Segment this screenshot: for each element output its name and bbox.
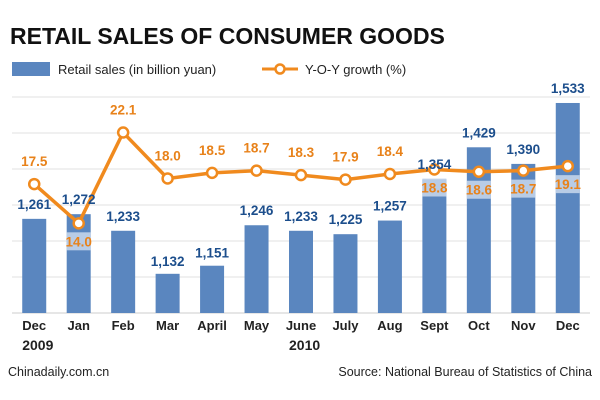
bar-3 [155, 273, 180, 313]
growth-value-label-7: 17.9 [332, 150, 358, 165]
x-tick-label-0: Dec [22, 318, 46, 333]
bar-value-label-8: 1,257 [373, 199, 407, 214]
x-tick-label-6: June [286, 318, 316, 333]
x-tick-label-5: May [244, 318, 270, 333]
growth-point-7 [339, 173, 352, 186]
growth-point-6 [294, 168, 308, 182]
growth-point-9 [428, 163, 441, 176]
bar-4 [200, 265, 225, 313]
growth-label-backing-9 [422, 178, 447, 197]
legend-line-marker [274, 63, 286, 75]
bar-value-label-7: 1,225 [329, 212, 363, 227]
growth-value-label-1: 14.0 [66, 234, 92, 249]
growth-label-backing-11 [511, 179, 536, 198]
legend-bar-swatch [12, 62, 50, 76]
bar-7 [333, 234, 358, 313]
bar-value-label-6: 1,233 [284, 209, 318, 224]
bar-12 [555, 102, 580, 314]
x-tick-label-11: Nov [511, 318, 536, 333]
growth-point-3 [161, 172, 174, 185]
growth-value-label-6: 18.3 [288, 145, 315, 160]
bar-8 [377, 220, 402, 313]
x-axis: Dec Jan Feb Mar April May June July Aug Sept Oct No… [22, 318, 579, 353]
year-label-0: 2009 [22, 337, 53, 353]
growth-label-backing-12 [555, 175, 580, 194]
bar-1 [66, 214, 91, 313]
growth-value-label-2: 22.1 [110, 103, 137, 118]
growth-point-4 [205, 166, 219, 180]
growth-point-12 [561, 159, 575, 173]
growth-value-label-8: 18.4 [377, 144, 404, 159]
growth-value-label-9: 18.8 [421, 181, 448, 196]
bar-value-label-4: 1,151 [195, 246, 229, 261]
x-tick-label-8: Aug [377, 318, 402, 333]
bar-value-label-11: 1,390 [506, 142, 540, 157]
bar-value-label-12: 1,533 [551, 81, 585, 96]
bar-value-label-10: 1,429 [462, 125, 496, 140]
data-labels: 1,261 1,272 1,233 1,132 1,151 1,246 1,233 1,225… [17, 81, 585, 269]
x-tick-label-12: Dec [556, 318, 580, 333]
growth-point-0 [27, 177, 41, 191]
growth-label-backing-10 [466, 180, 491, 199]
bar-9 [422, 179, 447, 313]
growth-point-2 [116, 126, 130, 139]
legend-line-label: Y-O-Y growth (%) [305, 62, 406, 77]
x-tick-label-10: Oct [468, 318, 490, 333]
bar-value-label-2: 1,233 [106, 209, 140, 224]
x-tick-label-3: Mar [156, 318, 179, 333]
growth-label-backing-1 [66, 232, 91, 251]
bar-value-label-9: 1,354 [417, 157, 451, 172]
growth-point-11 [517, 164, 530, 177]
x-tick-label-9: Sept [420, 318, 449, 333]
growth-point-8 [383, 167, 397, 181]
source-text: Source: National Bureau of Statistics of… [338, 365, 592, 379]
growth-point-1 [72, 217, 85, 230]
x-tick-label-7: July [332, 318, 359, 333]
line-series [27, 126, 575, 230]
growth-value-label-11: 18.7 [510, 182, 536, 197]
x-tick-label-1: Jan [67, 318, 89, 333]
bar-value-label-3: 1,132 [151, 254, 185, 269]
growth-point-5 [250, 164, 263, 177]
growth-value-label-3: 18.0 [154, 148, 180, 163]
credit-text: Chinadaily.com.cn [8, 365, 109, 379]
bar-6 [289, 230, 313, 313]
bar-2 [111, 230, 136, 313]
growth-point-10 [472, 165, 486, 178]
growth-value-label-5: 18.7 [243, 141, 269, 156]
bar-value-label-0: 1,261 [17, 197, 51, 212]
bar-value-label-1: 1,272 [62, 192, 96, 207]
bar-0 [22, 218, 47, 313]
legend: Retail sales (in billion yuan) Y-O-Y gro… [12, 62, 406, 77]
legend-bar-label: Retail sales (in billion yuan) [58, 62, 216, 77]
growth-value-label-10: 18.6 [466, 183, 493, 198]
x-tick-label-2: Feb [112, 318, 135, 333]
x-tick-label-4: April [197, 318, 227, 333]
chart-title: RETAIL SALES OF CONSUMER GOODS [10, 23, 445, 49]
year-label-1: 2010 [289, 337, 320, 353]
bar-5 [244, 225, 269, 313]
growth-value-label-0: 17.5 [21, 154, 48, 169]
growth-value-label-12: 19.1 [555, 177, 582, 192]
growth-value-label-4: 18.5 [199, 143, 226, 158]
bar-value-label-5: 1,246 [240, 203, 274, 218]
bar-series [22, 102, 580, 314]
